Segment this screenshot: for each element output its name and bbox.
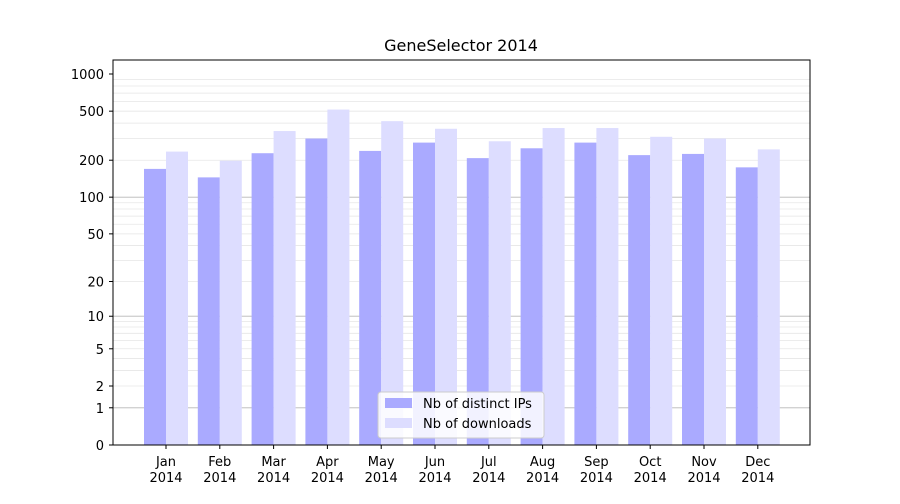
- bars: [144, 109, 780, 446]
- legend-box: [377, 391, 545, 439]
- x-tick-label-month: Apr: [316, 455, 339, 470]
- x-tick-label-month: Jan: [155, 455, 176, 470]
- x-tick-label-month: Dec: [745, 455, 770, 470]
- bar-distinct-ips: [144, 168, 166, 445]
- x-tick-label-year: 2014: [472, 471, 505, 486]
- legend-label: Nb of downloads: [423, 417, 532, 432]
- bar-downloads: [542, 128, 565, 446]
- x-tick-label-month: Jul: [480, 455, 497, 470]
- x-tick-label-month: Oct: [639, 455, 661, 470]
- bar-distinct-ips: [735, 167, 758, 446]
- x-tick-label-year: 2014: [687, 471, 720, 486]
- bar-downloads: [650, 136, 673, 445]
- bar-downloads: [757, 149, 780, 445]
- bar-downloads: [488, 141, 511, 445]
- y-tick-label: 200: [79, 154, 104, 169]
- bar-distinct-ips: [413, 142, 435, 445]
- y-tick-label: 5: [96, 343, 104, 358]
- y-tick-label: 0: [96, 439, 104, 454]
- x-tick-label-month: Aug: [530, 455, 555, 470]
- y-tick-label: 500: [79, 105, 104, 120]
- plot-frame: [112, 59, 811, 446]
- legend-swatch: [385, 398, 412, 408]
- chart-title: GeneSelector 2014: [384, 36, 538, 55]
- x-tick-label-month: Nov: [691, 455, 717, 470]
- x-axis: Jan2014Feb2014Mar2014Apr2014May2014Jun20…: [149, 445, 774, 486]
- x-tick-label-year: 2014: [741, 471, 774, 486]
- x-tick-label-month: Sep: [584, 455, 609, 470]
- bar-distinct-ips: [197, 177, 220, 445]
- bar-downloads: [327, 109, 350, 446]
- x-tick-label-year: 2014: [203, 471, 236, 486]
- bar-distinct-ips: [305, 138, 328, 445]
- x-tick-label-year: 2014: [634, 471, 667, 486]
- legend-label: Nb of distinct IPs: [423, 397, 532, 412]
- bar-distinct-ips: [359, 150, 382, 446]
- x-tick-label-year: 2014: [526, 471, 559, 486]
- y-tick-label: 10: [87, 310, 104, 325]
- y-tick-label: 100: [79, 191, 104, 206]
- bar-downloads: [219, 160, 242, 445]
- x-tick-label-year: 2014: [311, 471, 344, 486]
- y-tick-label: 1: [96, 402, 104, 417]
- x-tick-label-month: Feb: [208, 455, 231, 470]
- x-tick-label-year: 2014: [257, 471, 290, 486]
- y-axis: 0 1 2 5 10 20 50 100 200 500 1000: [71, 68, 113, 454]
- y-tick-label: 2: [96, 380, 104, 395]
- x-tick-label-month: Jun: [424, 455, 445, 470]
- bar-downloads: [435, 128, 457, 445]
- bar-downloads: [273, 131, 296, 445]
- x-tick-label-year: 2014: [365, 471, 398, 486]
- bar-distinct-ips: [466, 158, 489, 445]
- x-tick-label-year: 2014: [418, 471, 451, 486]
- x-tick-label-month: May: [368, 455, 395, 470]
- bar-downloads: [166, 151, 188, 445]
- bar-distinct-ips: [574, 142, 597, 445]
- bar-downloads: [381, 121, 404, 445]
- bar-distinct-ips: [628, 155, 651, 445]
- x-tick-label-month: Mar: [261, 455, 286, 470]
- y-tick-label: 1000: [71, 68, 104, 83]
- bar-distinct-ips: [520, 148, 543, 446]
- y-tick-label: 20: [87, 276, 104, 291]
- bar-distinct-ips: [682, 153, 704, 446]
- legend-swatch: [385, 418, 412, 428]
- bar-distinct-ips: [251, 153, 274, 445]
- bar-downloads: [704, 138, 726, 445]
- x-tick-label-year: 2014: [580, 471, 613, 486]
- x-tick-label-year: 2014: [149, 471, 182, 486]
- legend: Nb of distinct IPs Nb of downloads: [377, 391, 545, 439]
- y-tick-label: 50: [87, 228, 104, 243]
- bar-downloads: [596, 128, 619, 446]
